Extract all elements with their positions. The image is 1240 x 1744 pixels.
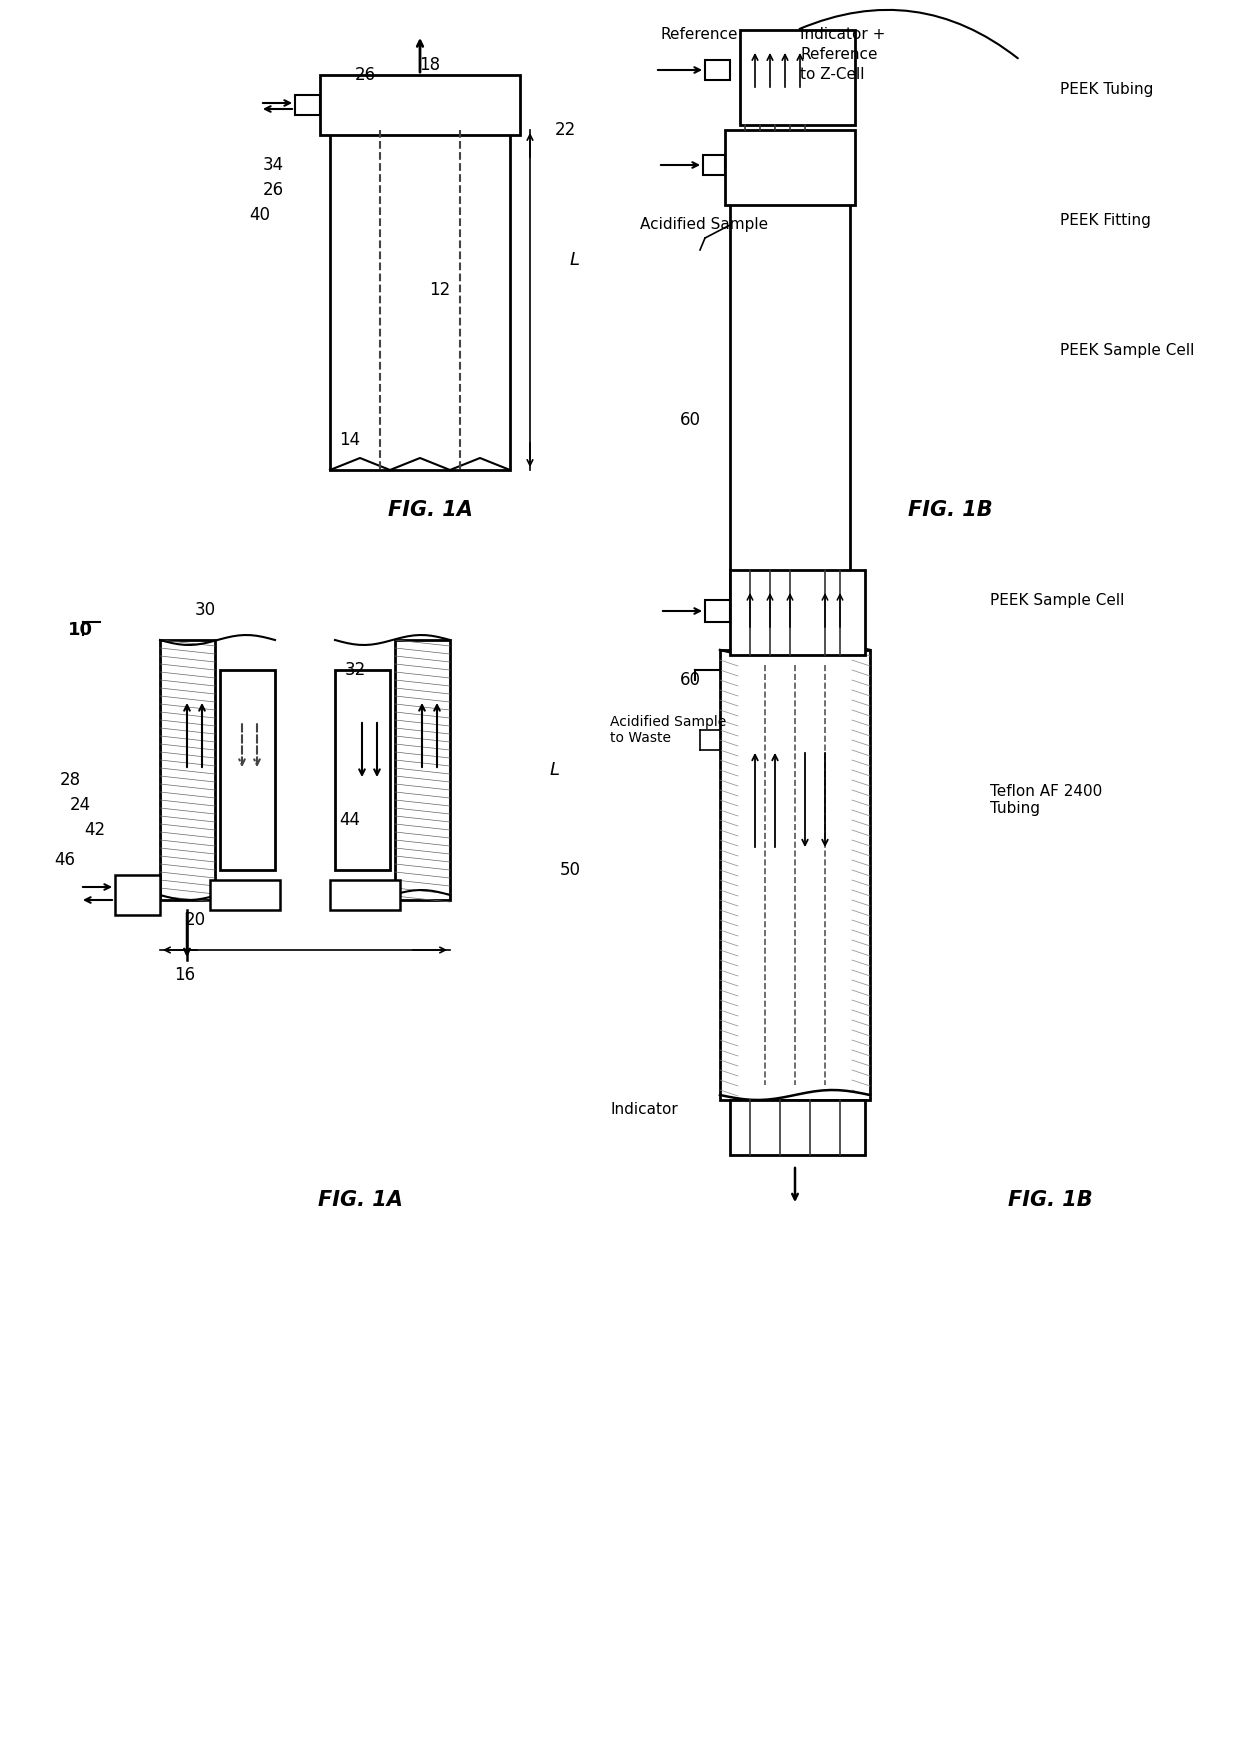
Text: 44: 44 bbox=[340, 811, 361, 828]
Text: 22: 22 bbox=[554, 120, 575, 140]
Text: Teflon AF 2400
Tubing: Teflon AF 2400 Tubing bbox=[990, 783, 1102, 816]
Text: 12: 12 bbox=[429, 281, 450, 298]
Text: FIG. 1A: FIG. 1A bbox=[317, 1189, 403, 1210]
Bar bbox=[730, 1100, 866, 1155]
Text: 24: 24 bbox=[69, 795, 91, 814]
Text: 46: 46 bbox=[55, 851, 76, 869]
Text: 28: 28 bbox=[60, 771, 81, 788]
Text: PEEK Sample Cell: PEEK Sample Cell bbox=[1060, 342, 1194, 358]
Text: 30: 30 bbox=[195, 602, 216, 619]
Bar bbox=[219, 670, 275, 870]
Bar bbox=[703, 155, 725, 174]
Text: 60: 60 bbox=[680, 412, 701, 429]
Text: 60: 60 bbox=[680, 671, 701, 689]
Text: PEEK Sample Cell: PEEK Sample Cell bbox=[990, 593, 1125, 607]
Bar bbox=[335, 670, 391, 870]
Text: 26: 26 bbox=[263, 181, 284, 199]
Bar bbox=[720, 651, 870, 1100]
Text: FIG. 1B: FIG. 1B bbox=[1008, 1189, 1092, 1210]
Bar bbox=[396, 640, 450, 900]
Text: Indicator +: Indicator + bbox=[800, 28, 885, 42]
Bar bbox=[706, 600, 730, 623]
Text: Reference: Reference bbox=[660, 28, 738, 42]
Text: L: L bbox=[570, 251, 580, 269]
Text: 16: 16 bbox=[175, 966, 196, 984]
Bar bbox=[725, 131, 856, 206]
Text: PEEK Tubing: PEEK Tubing bbox=[1060, 82, 1153, 98]
Text: 40: 40 bbox=[249, 206, 270, 223]
Bar bbox=[730, 570, 866, 656]
Bar bbox=[740, 30, 856, 126]
Text: Reference: Reference bbox=[800, 47, 878, 63]
Text: 50: 50 bbox=[559, 862, 580, 879]
Bar bbox=[320, 75, 520, 134]
Text: FIG. 1B: FIG. 1B bbox=[908, 501, 992, 520]
Text: 34: 34 bbox=[263, 155, 284, 174]
Text: 26: 26 bbox=[355, 66, 376, 84]
Text: Acidified Sample
to Waste: Acidified Sample to Waste bbox=[610, 715, 727, 745]
Text: 14: 14 bbox=[340, 431, 361, 448]
Bar bbox=[210, 881, 280, 910]
Text: 32: 32 bbox=[345, 661, 366, 678]
Text: L: L bbox=[551, 760, 560, 780]
Text: 18: 18 bbox=[419, 56, 440, 73]
Text: 42: 42 bbox=[84, 821, 105, 839]
Bar bbox=[330, 881, 401, 910]
Bar bbox=[160, 640, 215, 900]
Text: Acidified Sample: Acidified Sample bbox=[640, 218, 768, 232]
Bar bbox=[706, 59, 730, 80]
Text: 20: 20 bbox=[185, 910, 206, 930]
Text: FIG. 1A: FIG. 1A bbox=[388, 501, 472, 520]
Text: to Z-Cell: to Z-Cell bbox=[800, 68, 864, 82]
Bar bbox=[115, 875, 160, 916]
Text: 10: 10 bbox=[67, 621, 93, 638]
Bar bbox=[730, 201, 849, 621]
Text: Indicator: Indicator bbox=[610, 1102, 678, 1118]
Bar bbox=[295, 94, 320, 115]
Bar bbox=[330, 131, 510, 469]
Text: PEEK Fitting: PEEK Fitting bbox=[1060, 213, 1151, 227]
